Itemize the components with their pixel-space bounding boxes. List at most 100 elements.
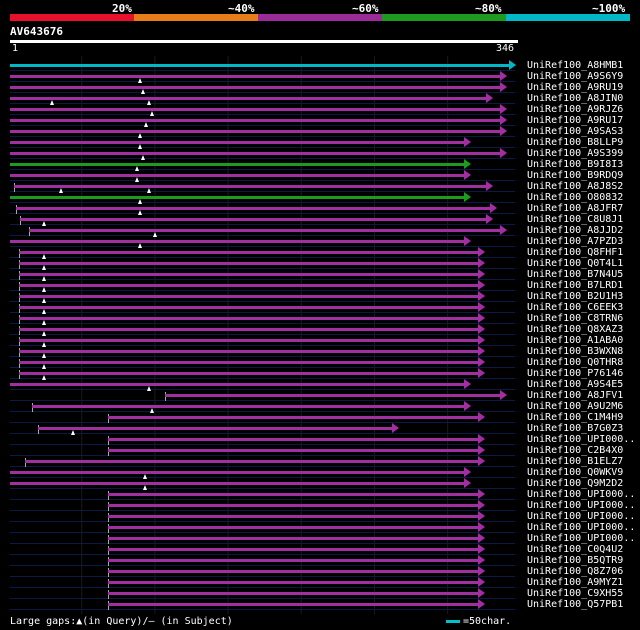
hit-bar[interactable] (10, 64, 509, 67)
hit-label[interactable]: UniRef100_C2B4X0 (527, 445, 624, 456)
hit-bar[interactable] (14, 185, 486, 188)
hit-bar[interactable] (10, 240, 464, 243)
hit-bar[interactable] (10, 119, 501, 122)
hit-bar[interactable] (18, 284, 479, 287)
hit-label[interactable]: UniRef100_B3WXN8 (527, 346, 624, 357)
hit-label[interactable]: UniRef100_Q8Z706 (527, 566, 624, 577)
hit-bar[interactable] (37, 427, 392, 430)
hit-label[interactable]: UniRef100_A9S6Y9 (527, 71, 624, 82)
hit-label[interactable]: UniRef100_B8LLP9 (527, 137, 624, 148)
hit-bar[interactable] (10, 86, 501, 89)
hit-bar[interactable] (18, 328, 479, 331)
hit-bar[interactable] (15, 207, 490, 210)
hit-bar[interactable] (10, 108, 501, 111)
hit-label[interactable]: UniRef100_B9I8I3 (527, 159, 624, 170)
hit-label[interactable]: UniRef100_A8JJD2 (527, 225, 624, 236)
hit-bar[interactable] (18, 295, 479, 298)
hit-bar[interactable] (108, 493, 479, 496)
hit-bar[interactable] (108, 570, 479, 573)
hit-label[interactable]: UniRef100_B2U1H3 (527, 291, 624, 302)
hit-bar[interactable] (10, 141, 464, 144)
hit-label[interactable]: UniRef100_UPI000.. (527, 489, 636, 500)
hit-label[interactable]: UniRef100_A9RU19 (527, 82, 624, 93)
hit-bar[interactable] (18, 339, 479, 342)
hit-label[interactable]: UniRef100_A8JFR7 (527, 203, 624, 214)
hit-bar[interactable] (10, 130, 501, 133)
hit-label[interactable]: UniRef100_A9U2M6 (527, 401, 624, 412)
hit-label[interactable]: UniRef100_C8TRN6 (527, 313, 624, 324)
hit-bar[interactable] (108, 603, 479, 606)
hit-label[interactable]: UniRef100_B5QTR9 (527, 555, 624, 566)
hit-label[interactable]: UniRef100_Q9M2D2 (527, 478, 624, 489)
hit-bar[interactable] (10, 174, 464, 177)
hit-bar[interactable] (20, 218, 486, 221)
hit-bar[interactable] (18, 372, 479, 375)
hit-label[interactable]: UniRef100_A9S399 (527, 148, 624, 159)
hit-label[interactable]: UniRef100_A9SAS3 (527, 126, 624, 137)
hit-label[interactable]: UniRef100_C0Q4U2 (527, 544, 624, 555)
hit-label[interactable]: UniRef100_UPI000.. (527, 511, 636, 522)
hit-bar[interactable] (18, 350, 479, 353)
hit-bar[interactable] (108, 515, 479, 518)
hit-bar[interactable] (108, 559, 479, 562)
hit-bar[interactable] (18, 262, 479, 265)
hit-label[interactable]: UniRef100_A8JIN0 (527, 93, 624, 104)
hit-label[interactable]: UniRef100_C1M4H9 (527, 412, 624, 423)
hit-bar[interactable] (108, 592, 479, 595)
hit-bar[interactable] (10, 152, 501, 155)
hit-bar[interactable] (31, 405, 464, 408)
hit-bar[interactable] (108, 449, 479, 452)
hit-bar[interactable] (165, 394, 501, 397)
hit-label[interactable]: UniRef100_Q0THR8 (527, 357, 624, 368)
hit-label[interactable]: UniRef100_C8U8J1 (527, 214, 624, 225)
hit-bar[interactable] (10, 482, 464, 485)
hit-label[interactable]: UniRef100_O80832 (527, 192, 624, 203)
hit-bar[interactable] (108, 548, 479, 551)
hit-label[interactable]: UniRef100_C9XH55 (527, 588, 624, 599)
hit-bar[interactable] (10, 75, 501, 78)
hit-label[interactable]: UniRef100_UPI000.. (527, 522, 636, 533)
hit-bar[interactable] (18, 273, 479, 276)
hit-bar[interactable] (10, 196, 464, 199)
hit-label[interactable]: UniRef100_UPI000.. (527, 533, 636, 544)
hit-label[interactable]: UniRef100_UPI000.. (527, 500, 636, 511)
hit-bar[interactable] (18, 306, 479, 309)
hit-bar[interactable] (10, 97, 486, 100)
hit-label[interactable]: UniRef100_Q0T4L1 (527, 258, 624, 269)
hit-label[interactable]: UniRef100_A9S4E5 (527, 379, 624, 390)
hit-bar[interactable] (108, 416, 479, 419)
hit-bar[interactable] (18, 361, 479, 364)
hit-label[interactable]: UniRef100_B7G0Z3 (527, 423, 624, 434)
hit-label[interactable]: UniRef100_A9RU17 (527, 115, 624, 126)
hit-label[interactable]: UniRef100_UPI000.. (527, 434, 636, 445)
hit-label[interactable]: UniRef100_Q57PB1 (527, 599, 624, 610)
hit-label[interactable]: UniRef100_B7N4U5 (527, 269, 624, 280)
hit-label[interactable]: UniRef100_A7PZD3 (527, 236, 624, 247)
hit-label[interactable]: UniRef100_P76146 (527, 368, 624, 379)
hit-label[interactable]: UniRef100_B1ELZ7 (527, 456, 624, 467)
hit-label[interactable]: UniRef100_Q8FHF1 (527, 247, 624, 258)
hit-label[interactable]: UniRef100_C6EEK3 (527, 302, 624, 313)
hit-label[interactable]: UniRef100_A9RJZ6 (527, 104, 624, 115)
hit-bar[interactable] (108, 438, 479, 441)
hit-bar[interactable] (10, 163, 464, 166)
hit-bar[interactable] (18, 251, 479, 254)
hit-label[interactable]: UniRef100_A9MYZ1 (527, 577, 624, 588)
hit-bar[interactable] (108, 537, 479, 540)
hit-label[interactable]: UniRef100_B9RDQ9 (527, 170, 624, 181)
hit-bar[interactable] (10, 471, 464, 474)
hit-bar[interactable] (24, 460, 479, 463)
hit-bar[interactable] (10, 383, 464, 386)
hit-label[interactable]: UniRef100_B7LRD1 (527, 280, 624, 291)
hit-label[interactable]: UniRef100_A8HMB1 (527, 60, 624, 71)
hit-bar[interactable] (108, 526, 479, 529)
hit-label[interactable]: UniRef100_Q8XAZ3 (527, 324, 624, 335)
hit-label[interactable]: UniRef100_A8J8S2 (527, 181, 624, 192)
hit-label[interactable]: UniRef100_Q0WKV9 (527, 467, 624, 478)
hit-bar[interactable] (18, 317, 479, 320)
hit-label[interactable]: UniRef100_A8JFV1 (527, 390, 624, 401)
hit-bar[interactable] (29, 229, 501, 232)
hit-label[interactable]: UniRef100_A1ABA0 (527, 335, 624, 346)
hit-bar[interactable] (108, 504, 479, 507)
hit-bar[interactable] (108, 581, 479, 584)
